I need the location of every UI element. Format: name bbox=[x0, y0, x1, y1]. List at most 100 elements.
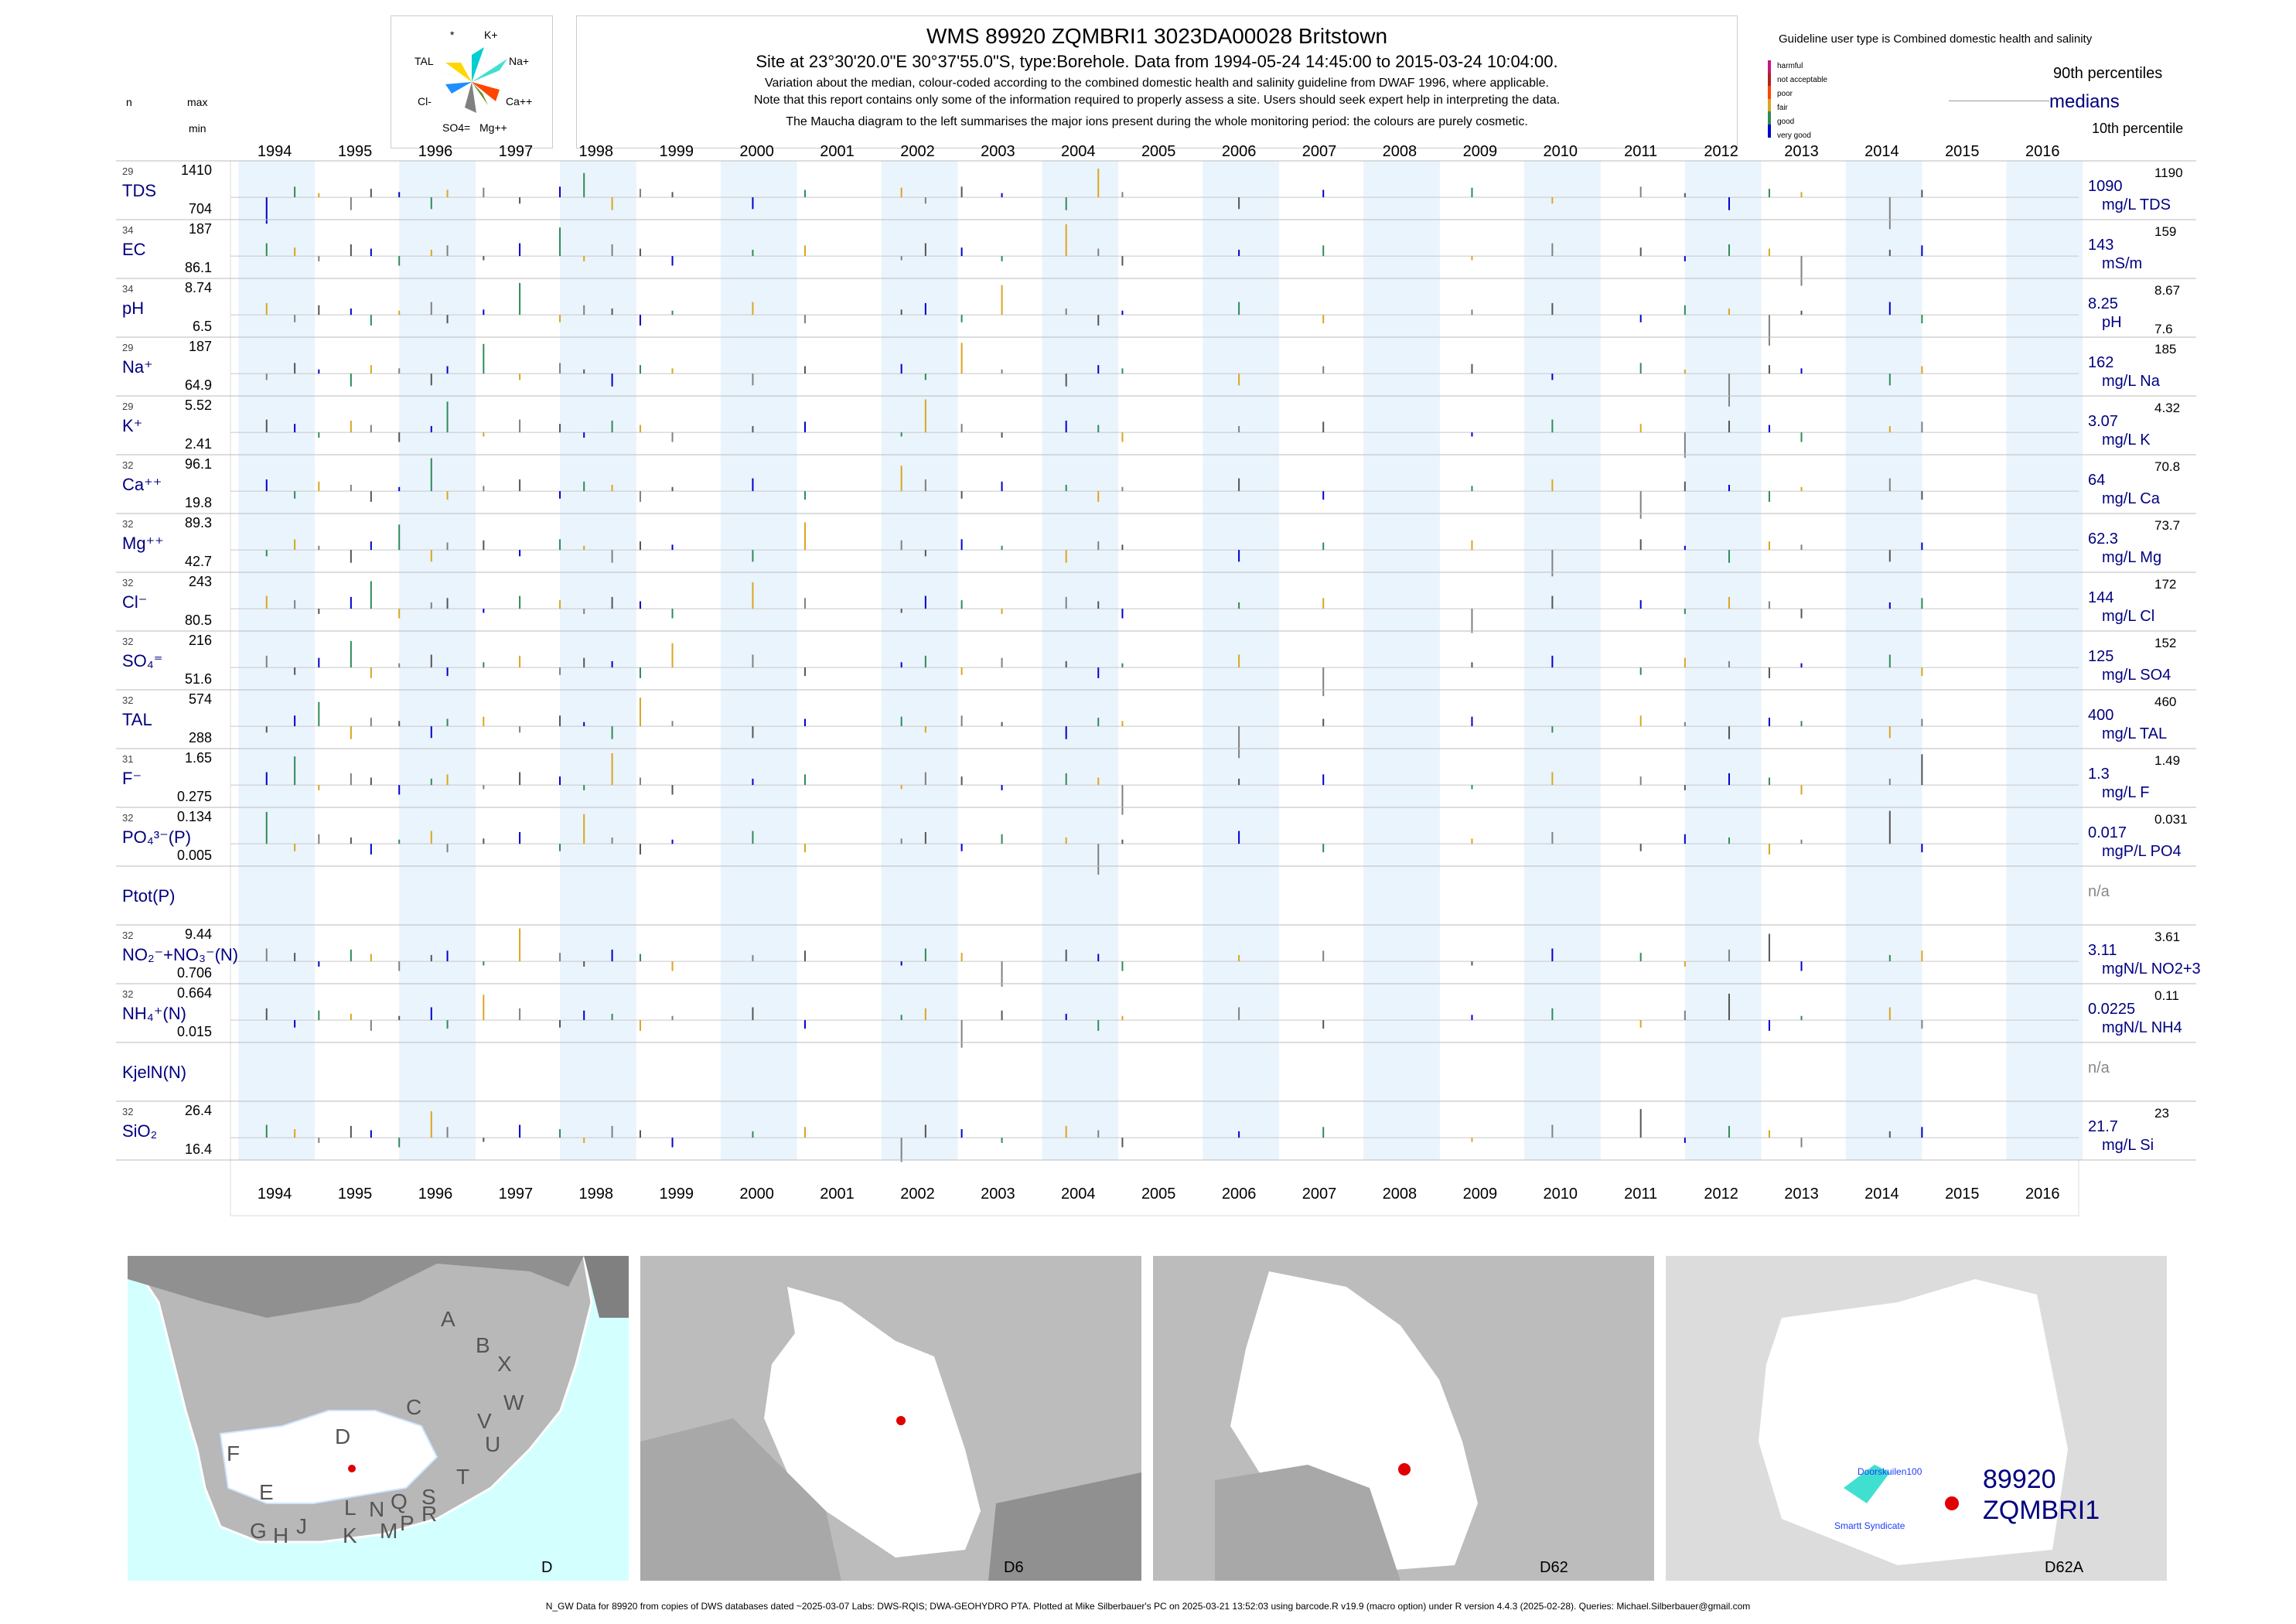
title-box: WMS 89920 ZQMBRI1 3023DA00028 Britstown … bbox=[576, 15, 1738, 148]
map-d-label: D bbox=[541, 1559, 553, 1576]
year-label-bottom: 2004 bbox=[1061, 1186, 1096, 1203]
year-band-2002 bbox=[881, 161, 958, 1160]
param-n: 32 bbox=[122, 459, 134, 471]
year-label-bottom: 2009 bbox=[1463, 1186, 1498, 1203]
year-label-top: 1998 bbox=[579, 143, 614, 160]
param-label: F⁻ bbox=[122, 769, 142, 788]
param-median: 1.3 bbox=[2088, 766, 2110, 783]
legend-very-good: very good bbox=[1777, 131, 1811, 140]
param-max: 96.1 bbox=[184, 456, 212, 472]
param-median: 0.0225 bbox=[2088, 1001, 2136, 1018]
param-median: 62.3 bbox=[2088, 531, 2118, 548]
year-label-bottom: 2003 bbox=[981, 1186, 1015, 1203]
legend-colorbar bbox=[1768, 60, 1771, 138]
map-d62a: 89920 ZQMBRI1 Doorskuilen100 Smartt Synd… bbox=[1666, 1256, 2167, 1581]
param-n: 32 bbox=[122, 577, 134, 589]
param-min: 64.9 bbox=[184, 377, 212, 393]
guideline-text: Guideline user type is Combined domestic… bbox=[1779, 32, 2093, 46]
param-max: 574 bbox=[188, 691, 212, 707]
legend-poor: poor bbox=[1777, 90, 1793, 98]
medians-legend: medians bbox=[2049, 91, 2120, 112]
param-p90: 0.11 bbox=[2154, 988, 2179, 1003]
plot-frame bbox=[230, 160, 2079, 1216]
region-s: S bbox=[421, 1485, 436, 1509]
param-n: 29 bbox=[122, 401, 134, 412]
map-d62a-label: D62A bbox=[2045, 1559, 2084, 1576]
param-n: 32 bbox=[122, 636, 134, 647]
legend-not-acceptable: not acceptable bbox=[1777, 76, 1828, 84]
region-h: H bbox=[273, 1523, 289, 1547]
year-band-2008 bbox=[1363, 161, 1440, 1160]
maucha-diagram-box: * K+ Na+ Ca++ Mg++ SO4= Cl- TAL bbox=[391, 15, 553, 148]
param-n: 32 bbox=[122, 694, 134, 706]
n-head: n bbox=[126, 96, 132, 108]
param-max: 26.4 bbox=[184, 1103, 212, 1118]
param-min: 51.6 bbox=[184, 671, 212, 687]
maucha-label-k: K+ bbox=[484, 29, 498, 41]
region-r: R bbox=[421, 1502, 438, 1526]
param-min: 19.8 bbox=[184, 495, 212, 510]
param-median: 21.7 bbox=[2088, 1118, 2118, 1135]
param-median: 8.25 bbox=[2088, 295, 2118, 312]
year-band-2010 bbox=[1524, 161, 1601, 1160]
region-l: L bbox=[344, 1496, 357, 1520]
year-label-top: 2008 bbox=[1383, 143, 1418, 160]
year-label-bottom: 1994 bbox=[258, 1186, 292, 1203]
year-label-bottom: 1996 bbox=[418, 1186, 453, 1203]
param-p10: 7.6 bbox=[2154, 322, 2173, 336]
param-n: 32 bbox=[122, 518, 134, 530]
region-u: U bbox=[485, 1432, 501, 1456]
site-id-label: 89920 bbox=[1983, 1465, 2056, 1494]
param-unit: mg/L Si bbox=[2102, 1137, 2154, 1154]
region-a: A bbox=[441, 1307, 455, 1331]
param-median: 143 bbox=[2088, 237, 2114, 254]
param-min: 0.015 bbox=[176, 1024, 212, 1039]
year-band-1998 bbox=[560, 161, 636, 1160]
maucha-label-tal: TAL bbox=[415, 55, 434, 67]
max-head: max bbox=[187, 96, 208, 108]
param-max: 187 bbox=[188, 339, 212, 354]
legend-fair: fair bbox=[1777, 104, 1788, 112]
param-unit: pH bbox=[2102, 314, 2122, 331]
param-label: PO₄³⁻(P) bbox=[122, 827, 192, 847]
param-max: 5.52 bbox=[184, 397, 212, 413]
year-label-top: 2009 bbox=[1463, 143, 1498, 160]
region-b: B bbox=[476, 1333, 490, 1357]
site-code-label: ZQMBRI1 bbox=[1983, 1496, 2100, 1525]
guideline-legend: harmful not acceptable poor fair good ve… bbox=[1768, 60, 1861, 140]
region-g: G bbox=[250, 1519, 267, 1543]
year-label-bottom: 2000 bbox=[739, 1186, 774, 1203]
p90-legend: 90th percentiles bbox=[2053, 65, 2163, 82]
year-band-1994 bbox=[238, 161, 316, 1160]
year-label-top: 1996 bbox=[418, 143, 453, 160]
param-unit: mgP/L PO4 bbox=[2102, 843, 2182, 860]
year-band-2004 bbox=[1042, 161, 1119, 1160]
param-unit: mg/L TDS bbox=[2102, 196, 2171, 213]
region-d: D bbox=[335, 1424, 351, 1448]
param-median: 162 bbox=[2088, 354, 2114, 371]
region-x: X bbox=[497, 1352, 512, 1376]
param-p90: 73.7 bbox=[2154, 518, 2181, 533]
param-unit: mg/L K bbox=[2102, 432, 2151, 449]
year-label-top: 2003 bbox=[981, 143, 1015, 160]
param-min: 16.4 bbox=[184, 1141, 212, 1157]
param-p90: 23 bbox=[2154, 1106, 2169, 1121]
param-median: 3.07 bbox=[2088, 413, 2118, 430]
region-v: V bbox=[477, 1409, 492, 1433]
year-label-bottom: 2010 bbox=[1544, 1186, 1578, 1203]
region-j: J bbox=[296, 1514, 307, 1538]
param-max: 187 bbox=[188, 221, 212, 237]
param-median: 125 bbox=[2088, 648, 2114, 665]
year-label-top: 2015 bbox=[1945, 143, 1980, 160]
p10-legend: 10th percentile bbox=[2092, 121, 2184, 136]
year-label-top: 2014 bbox=[1864, 143, 1899, 160]
year-label-bottom: 2006 bbox=[1222, 1186, 1257, 1203]
year-label-bottom: 2013 bbox=[1784, 1186, 1819, 1203]
param-unit: mg/L Na bbox=[2102, 373, 2160, 390]
map-south-africa: D A B X W C V U D T F E G H J K L M N P … bbox=[128, 1256, 629, 1581]
maucha-label-cl: Cl- bbox=[418, 95, 432, 107]
year-label-bottom: 2005 bbox=[1141, 1186, 1176, 1203]
year-label-bottom: 2015 bbox=[1945, 1186, 1980, 1203]
param-n: 34 bbox=[122, 224, 134, 236]
year-label-top: 1994 bbox=[258, 143, 292, 160]
